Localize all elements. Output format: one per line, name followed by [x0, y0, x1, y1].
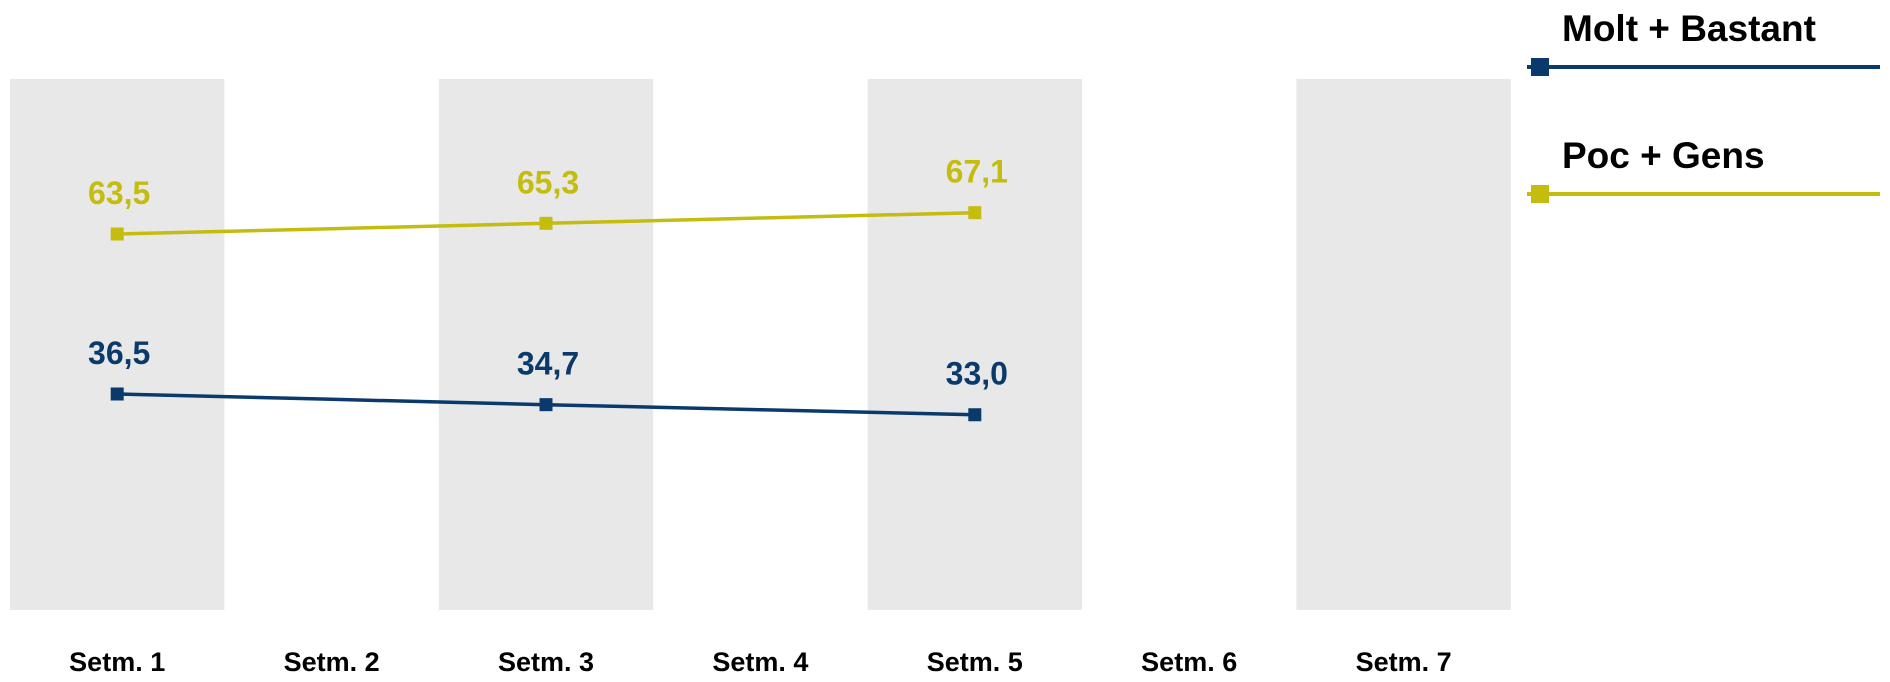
point-poc-gens-setm-3: [539, 216, 553, 230]
data-label-poc-gens-setm-3: 65,3: [517, 164, 579, 200]
legend-marker-molt-bastant: [1531, 58, 1549, 76]
legend-marker-poc-gens: [1531, 185, 1549, 203]
x-tick-label-setm-3: Setm. 3: [498, 647, 594, 677]
category-band-setm-3: [438, 79, 654, 610]
point-molt-bastant-setm-5: [968, 408, 982, 422]
x-tick-label-setm-1: Setm. 1: [69, 647, 165, 677]
data-label-poc-gens-setm-1: 63,5: [88, 175, 150, 211]
point-poc-gens-setm-5: [968, 206, 982, 220]
data-label-poc-gens-setm-5: 67,1: [946, 154, 1008, 190]
data-label-molt-bastant-setm-1: 36,5: [88, 335, 150, 371]
x-axis-tick-labels: Setm. 1 Setm. 2 Setm. 3 Setm. 4 Setm. 5 Setm.…: [69, 647, 1451, 677]
legend: Molt + Bastant Poc + Gens: [1527, 8, 1880, 203]
data-label-molt-bastant-setm-3: 34,7: [517, 346, 579, 382]
x-tick-label-setm-7: Setm. 7: [1356, 647, 1452, 677]
point-poc-gens-setm-1: [110, 227, 124, 241]
legend-label-molt-bastant: Molt + Bastant: [1562, 8, 1816, 49]
category-band-setm-1: [10, 79, 225, 610]
x-tick-label-setm-6: Setm. 6: [1141, 647, 1237, 677]
legend-label-poc-gens: Poc + Gens: [1562, 135, 1765, 176]
category-bands: [10, 79, 1511, 610]
category-band-setm-7: [1296, 79, 1511, 610]
point-molt-bastant-setm-3: [539, 398, 553, 412]
series-layer: [110, 206, 982, 422]
x-tick-label-setm-5: Setm. 5: [927, 647, 1023, 677]
point-molt-bastant-setm-1: [110, 387, 124, 401]
data-label-molt-bastant-setm-5: 33,0: [946, 356, 1008, 392]
x-tick-label-setm-2: Setm. 2: [284, 647, 380, 677]
category-band-setm-5: [867, 79, 1082, 610]
x-tick-label-setm-4: Setm. 4: [712, 647, 808, 677]
data-labels: 36,5 34,7 33,0 63,5 65,3 67,1: [88, 154, 1008, 392]
